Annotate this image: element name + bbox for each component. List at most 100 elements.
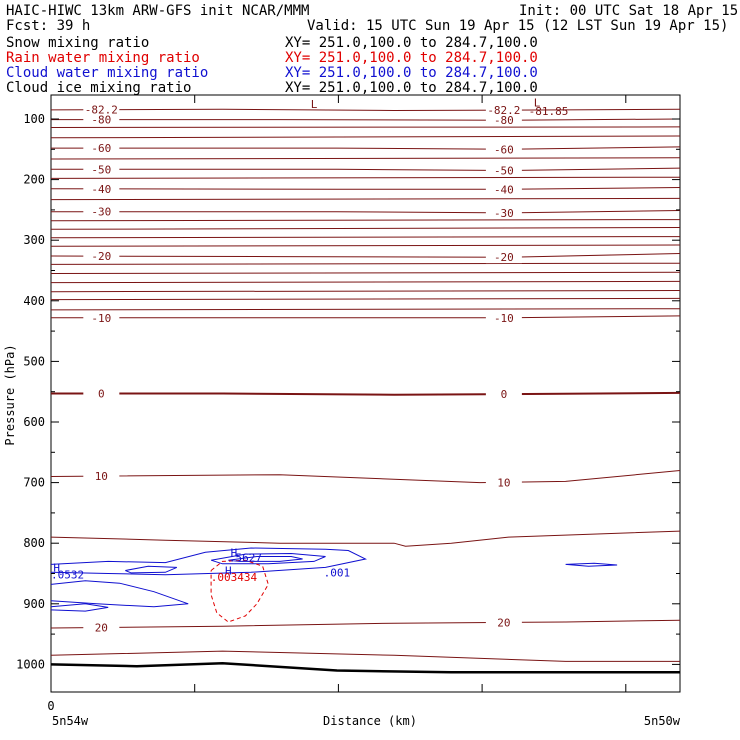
temperature-contour: [50, 290, 681, 293]
figure-title: HAIC-HIWC 13km ARW-GFS init NCAR/MMM: [6, 3, 309, 19]
hydrometeor-label: .001: [324, 567, 351, 580]
temperature-contour: [50, 619, 681, 629]
contour-label-bg: [485, 311, 522, 324]
cloud-water-contour: [125, 565, 177, 574]
contour-label-bg: [485, 388, 522, 401]
contour-label-bg: [83, 142, 120, 155]
x-tick-zero: 0: [47, 699, 54, 713]
cloud-water-contour: [50, 580, 189, 608]
legend-entry: Snow mixing ratio: [6, 35, 149, 51]
contour-label: -82.2: [85, 104, 118, 117]
x-start-label: 5n54w: [52, 714, 89, 728]
legend-xy: XY= 251.0,100.0 to 284.7,100.0: [285, 50, 538, 66]
contour-label-bg: [83, 205, 120, 218]
x-axis-label: Distance (km): [323, 714, 417, 728]
contour-label: -50: [91, 163, 111, 176]
contour-label-bg: [485, 183, 522, 196]
contour-label-bg: [83, 387, 120, 400]
contour-label-bg: [83, 311, 120, 324]
temperature-contour: [50, 197, 681, 201]
temperature-contours: -82.2 -82.2-80 -80-60 -60-50 -50-40 -40-30 -30…: [50, 97, 681, 674]
legend-entry: Cloud water mixing ratio: [6, 65, 208, 81]
contour-label: -80: [91, 114, 111, 127]
contour-label: -20: [494, 251, 514, 264]
contour-label: -30: [494, 207, 514, 220]
y-tick-label: 400: [23, 294, 45, 308]
contour-label-bg: [83, 250, 120, 263]
contour-label-bg: [83, 163, 120, 176]
x-end-label: 5n50w: [644, 714, 681, 728]
temperature-contour: [50, 280, 681, 284]
temperature-contour: [51, 315, 681, 319]
temperature-contour: [50, 135, 681, 139]
y-tick-label: 800: [23, 536, 45, 550]
contour-label-bg: [83, 621, 120, 634]
contour-label-bg: [485, 251, 522, 264]
contour-label-bg: [485, 143, 522, 156]
y-tick-label: 700: [23, 476, 45, 490]
temperature-contour: [50, 650, 680, 662]
contour-label: -60: [494, 143, 514, 156]
temperature-contour: [51, 167, 681, 172]
contour-label: -80: [494, 114, 514, 127]
temperature-contour: [50, 244, 681, 247]
init-time: Init: 00 UTC Sat 18 Apr 15: [519, 3, 738, 19]
contour-label: 0: [501, 388, 508, 401]
hydrometeor-label: .5627: [229, 551, 262, 564]
legend: Snow mixing ratio XY= 251.0,100.0 to 284.…: [6, 35, 538, 96]
y-tick-label: 200: [23, 173, 45, 187]
contour-label-bg: [485, 104, 522, 117]
temperature-contour: [50, 308, 681, 311]
contour-label-bg: [485, 164, 522, 177]
temperature-contour: [50, 157, 681, 160]
contour-label-bg: [83, 470, 120, 483]
temperature-contour: [51, 146, 681, 150]
y-tick-label: 100: [23, 112, 45, 126]
temperature-contour: [50, 176, 681, 179]
extremum-label: H: [225, 564, 232, 577]
temperature-contour: [51, 118, 681, 121]
contour-label: 10: [95, 470, 108, 483]
temperature-contour: [50, 187, 681, 190]
cloud-water-contour: [210, 552, 326, 565]
temperature-contour: [50, 297, 681, 301]
legend-xy: XY= 251.0,100.0 to 284.7,100.0: [285, 65, 538, 81]
legend-xy: XY= 251.0,100.0 to 284.7,100.0: [285, 80, 538, 96]
contour-label: -10: [494, 312, 514, 325]
hydrometeor-label: .0532: [51, 568, 84, 581]
legend-entry: Cloud ice mixing ratio: [6, 80, 191, 96]
contour-label-bg: [485, 616, 522, 629]
temperature-contour: [50, 126, 681, 128]
y-axis-label: Pressure (hPa): [3, 344, 17, 445]
extremum-label: -81.85: [529, 105, 569, 118]
legend-xy: XY= 251.0,100.0 to 284.7,100.0: [285, 35, 538, 51]
y-tick-label: 300: [23, 233, 45, 247]
temperature-contour: [50, 262, 681, 265]
extremum-label: H: [231, 546, 238, 559]
y-tick-label: 900: [23, 597, 45, 611]
contour-label: -40: [91, 183, 111, 196]
contour-label: -82.2: [487, 104, 520, 117]
cloud-water-contour: [228, 556, 303, 562]
temperature-contour: [50, 470, 681, 484]
extremum-label: L: [534, 97, 541, 110]
extremum-label: L: [311, 98, 318, 111]
extremum-label: H: [53, 561, 60, 574]
contour-label-bg: [485, 114, 522, 127]
contour-label: -20: [91, 250, 111, 263]
temperature-contour: [51, 391, 681, 396]
temperature-contour: [50, 236, 681, 239]
contour-label-bg: [83, 182, 120, 195]
contour-label: -60: [91, 142, 111, 155]
contour-label: 20: [95, 622, 108, 635]
cloud-water-contour: [565, 562, 618, 567]
hydrometeor-label: .003434: [211, 571, 258, 584]
contour-label: -30: [91, 206, 111, 219]
forecast-hour: Fcst: 39 h: [6, 18, 90, 34]
cloud-water-contour: [50, 603, 109, 612]
terrain-line: [50, 661, 680, 674]
contour-label-bg: [83, 113, 120, 126]
contour-label: 0: [98, 388, 105, 401]
